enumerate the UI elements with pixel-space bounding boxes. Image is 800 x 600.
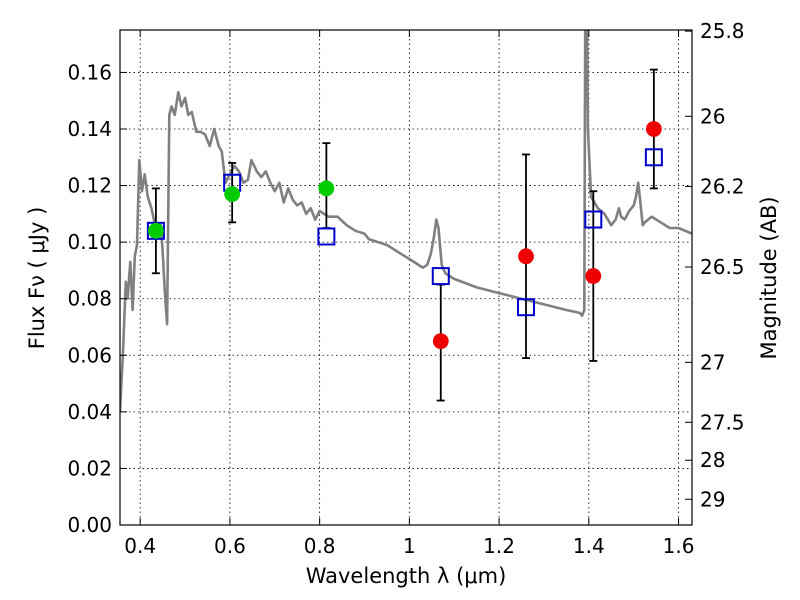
- y-tick-label: 0.00: [67, 513, 112, 537]
- circle-marker: [645, 121, 662, 137]
- right-tick-label: 26.2: [700, 174, 745, 198]
- right-tick-label: 27: [700, 350, 725, 374]
- x-axis-label: Wavelength λ (μm): [306, 564, 507, 588]
- right-tick-label: 28: [700, 448, 725, 472]
- y-tick-label: 0.02: [67, 456, 112, 480]
- y-axis-label-right: Magnitude (AB): [757, 196, 781, 359]
- circle-marker: [318, 180, 335, 197]
- right-tick-label: 25.8: [700, 19, 745, 43]
- x-tick-label: 1: [403, 534, 416, 558]
- y-tick-label: 0.16: [67, 60, 112, 84]
- y-tick-label: 0.10: [67, 230, 112, 254]
- y-tick-label: 0.14: [67, 117, 112, 141]
- right-tick-label: 26.5: [700, 255, 745, 279]
- plot-frame: [119, 29, 693, 526]
- data-markers: [146, 121, 663, 350]
- right-tick-label: 26: [700, 104, 725, 128]
- y-tick-label: 0.12: [67, 174, 112, 198]
- square-marker: [584, 210, 603, 229]
- y-axis-label-left: Flux Fν ( μJy ): [25, 207, 49, 350]
- axis-ticks: 0.4 0.6 0.8 1 1.2 1.4 1.6 0.00 0.02 0.04 0.06 0.08 0…: [67, 19, 744, 558]
- square-marker: [317, 227, 336, 246]
- square-marker: [146, 221, 165, 240]
- square-marker: [644, 148, 663, 167]
- x-tick-label: 1.6: [663, 534, 695, 558]
- x-tick-label: 1.2: [483, 534, 515, 558]
- circle-marker: [147, 222, 164, 239]
- y-tick-label: 0.04: [67, 400, 112, 424]
- x-tick-label: 1.4: [573, 534, 605, 558]
- grid-lines: [120, 30, 692, 526]
- spectrum-line: [120, 30, 692, 412]
- spectrum-layer: [120, 30, 692, 412]
- y-tick-label: 0.08: [67, 287, 112, 311]
- circle-marker: [224, 186, 241, 202]
- circle-marker: [585, 268, 602, 284]
- right-tick-label: 29: [700, 487, 725, 511]
- circle-marker: [432, 333, 449, 350]
- square-marker: [431, 267, 450, 286]
- right-tick-label: 27.5: [700, 410, 745, 434]
- x-tick-label: 0.6: [214, 534, 246, 558]
- y-tick-label: 0.06: [67, 343, 112, 367]
- error-bars: [151, 68, 658, 402]
- x-tick-label: 0.8: [304, 534, 336, 558]
- x-tick-label: 0.4: [124, 534, 156, 558]
- square-marker: [517, 298, 536, 317]
- circle-marker: [518, 248, 534, 265]
